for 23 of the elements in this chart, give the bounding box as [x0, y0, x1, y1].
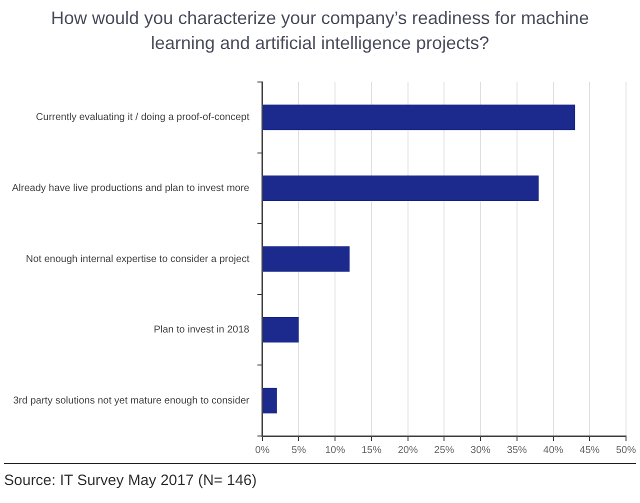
bar — [262, 175, 539, 201]
x-tick-label: 35% — [506, 444, 528, 456]
y-tick-label: 3rd party solutions not yet mature enough to consider — [13, 395, 250, 406]
bar — [262, 104, 576, 130]
y-tick-label: Currently evaluating it / doing a proof-of-concept — [36, 112, 250, 124]
bar — [262, 246, 350, 272]
x-tick-label: 25% — [434, 444, 454, 456]
x-tick-label: 50% — [616, 444, 636, 456]
x-tick-label: 10% — [325, 444, 346, 456]
x-tick-label: 0% — [255, 444, 270, 456]
x-tick-label: 15% — [361, 444, 382, 456]
source-note: Source: IT Survey May 2017 (N= 146) — [4, 463, 636, 489]
x-tick-label: 45% — [580, 444, 600, 456]
bar — [262, 388, 277, 414]
y-tick-label: Plan to invest in 2018 — [154, 324, 250, 336]
x-tick-label: 30% — [470, 444, 491, 456]
x-tick-label: 20% — [398, 444, 418, 456]
y-tick-label: Not enough internal expertise to consider a project — [26, 254, 250, 265]
chart-title: How would you characterize your company’s readiness for machine learning and artificial intelligence projects? — [50, 7, 590, 55]
x-tick-label: 5% — [291, 444, 306, 456]
x-tick-label: 40% — [543, 444, 564, 456]
y-tick-label: Already have live productions and plan to invest more — [12, 182, 250, 194]
bar — [262, 317, 299, 343]
